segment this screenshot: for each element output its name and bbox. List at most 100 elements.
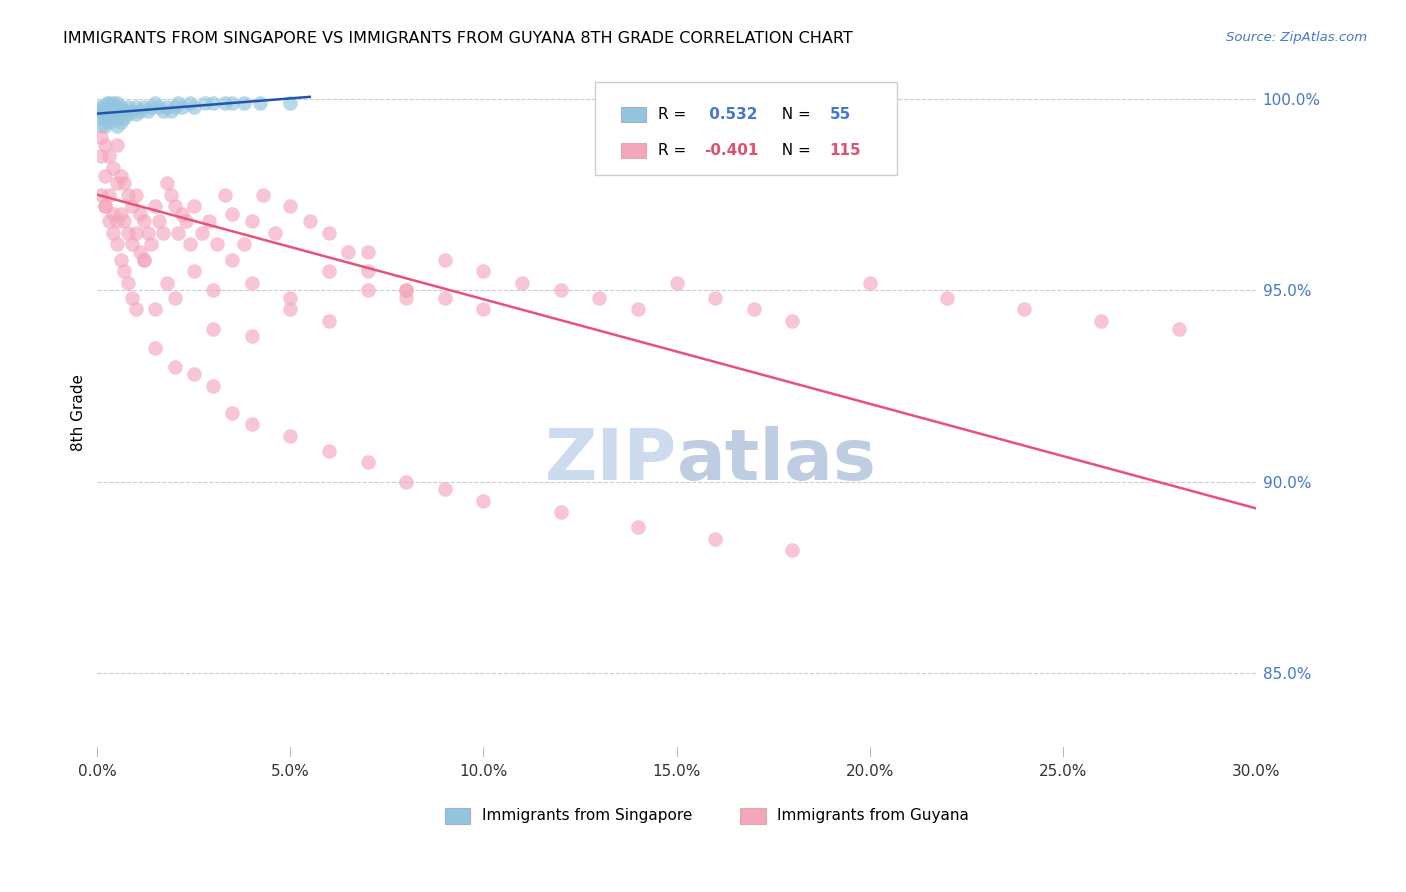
Point — [472, 493, 495, 508]
Point — [90, 149, 112, 163]
FancyBboxPatch shape — [596, 82, 897, 175]
Point — [782, 543, 804, 558]
Point — [128, 245, 150, 260]
Point — [97, 115, 120, 129]
Point — [233, 95, 256, 110]
Point — [356, 264, 378, 278]
Point — [96, 95, 118, 110]
Point — [356, 283, 378, 297]
Point — [112, 264, 135, 278]
Point — [105, 237, 128, 252]
Point — [337, 245, 360, 260]
Point — [280, 291, 302, 305]
Point — [1090, 314, 1112, 328]
Point — [190, 226, 212, 240]
Point — [221, 252, 243, 267]
Text: -0.401: -0.401 — [704, 144, 759, 159]
Point — [132, 100, 155, 114]
Text: R =: R = — [658, 107, 692, 122]
Point — [141, 237, 163, 252]
Point — [101, 226, 124, 240]
Bar — [621, 107, 647, 122]
Point — [156, 176, 179, 190]
Point — [105, 138, 128, 153]
Point — [91, 100, 114, 114]
Point — [1167, 321, 1189, 335]
Point — [214, 187, 236, 202]
Point — [156, 276, 179, 290]
Point — [167, 226, 190, 240]
Point — [163, 199, 186, 213]
Point — [94, 103, 117, 118]
Point — [128, 103, 150, 118]
Point — [94, 169, 117, 183]
Point — [121, 291, 143, 305]
Point — [121, 199, 143, 213]
Point — [280, 428, 302, 442]
Point — [183, 368, 205, 382]
Point — [395, 283, 418, 297]
Point — [125, 226, 148, 240]
Point — [94, 112, 117, 126]
Point — [395, 283, 418, 297]
Point — [163, 291, 186, 305]
Point — [472, 264, 495, 278]
Point — [148, 214, 170, 228]
Point — [159, 103, 181, 118]
Point — [143, 95, 166, 110]
Point — [112, 214, 135, 228]
Point — [97, 100, 120, 114]
Point — [105, 103, 128, 118]
Point — [101, 95, 124, 110]
Point — [110, 207, 132, 221]
Point — [202, 321, 225, 335]
Point — [252, 187, 274, 202]
Point — [240, 276, 263, 290]
Point — [433, 291, 456, 305]
Text: Immigrants from Guyana: Immigrants from Guyana — [778, 808, 969, 822]
Point — [96, 107, 118, 121]
Point — [101, 112, 124, 126]
Point — [110, 107, 132, 121]
Point — [298, 214, 321, 228]
Text: N =: N = — [772, 107, 815, 122]
Point — [179, 237, 201, 252]
Point — [125, 302, 148, 317]
Point — [318, 226, 340, 240]
Point — [550, 505, 572, 519]
Point — [125, 187, 148, 202]
Point — [136, 226, 159, 240]
Point — [152, 226, 174, 240]
Point — [90, 130, 112, 145]
Point — [472, 302, 495, 317]
Bar — [444, 808, 471, 823]
Point — [214, 95, 236, 110]
Point — [132, 214, 155, 228]
Point — [704, 291, 727, 305]
Point — [110, 169, 132, 183]
Point — [159, 187, 181, 202]
Point — [110, 100, 132, 114]
Point — [94, 138, 117, 153]
Point — [264, 226, 287, 240]
Point — [110, 115, 132, 129]
Point — [112, 103, 135, 118]
Point — [90, 119, 112, 133]
Point — [318, 314, 340, 328]
Point — [742, 302, 765, 317]
Point — [105, 112, 128, 126]
Text: atlas: atlas — [676, 426, 876, 495]
Point — [202, 379, 225, 393]
Point — [205, 237, 228, 252]
Point — [433, 252, 456, 267]
Y-axis label: 8th Grade: 8th Grade — [72, 374, 86, 451]
Point — [132, 252, 155, 267]
Point — [132, 252, 155, 267]
Point — [101, 207, 124, 221]
Point — [183, 100, 205, 114]
Point — [89, 100, 111, 114]
Point — [627, 302, 650, 317]
Point — [97, 107, 120, 121]
Point — [97, 149, 120, 163]
Point — [125, 107, 148, 121]
